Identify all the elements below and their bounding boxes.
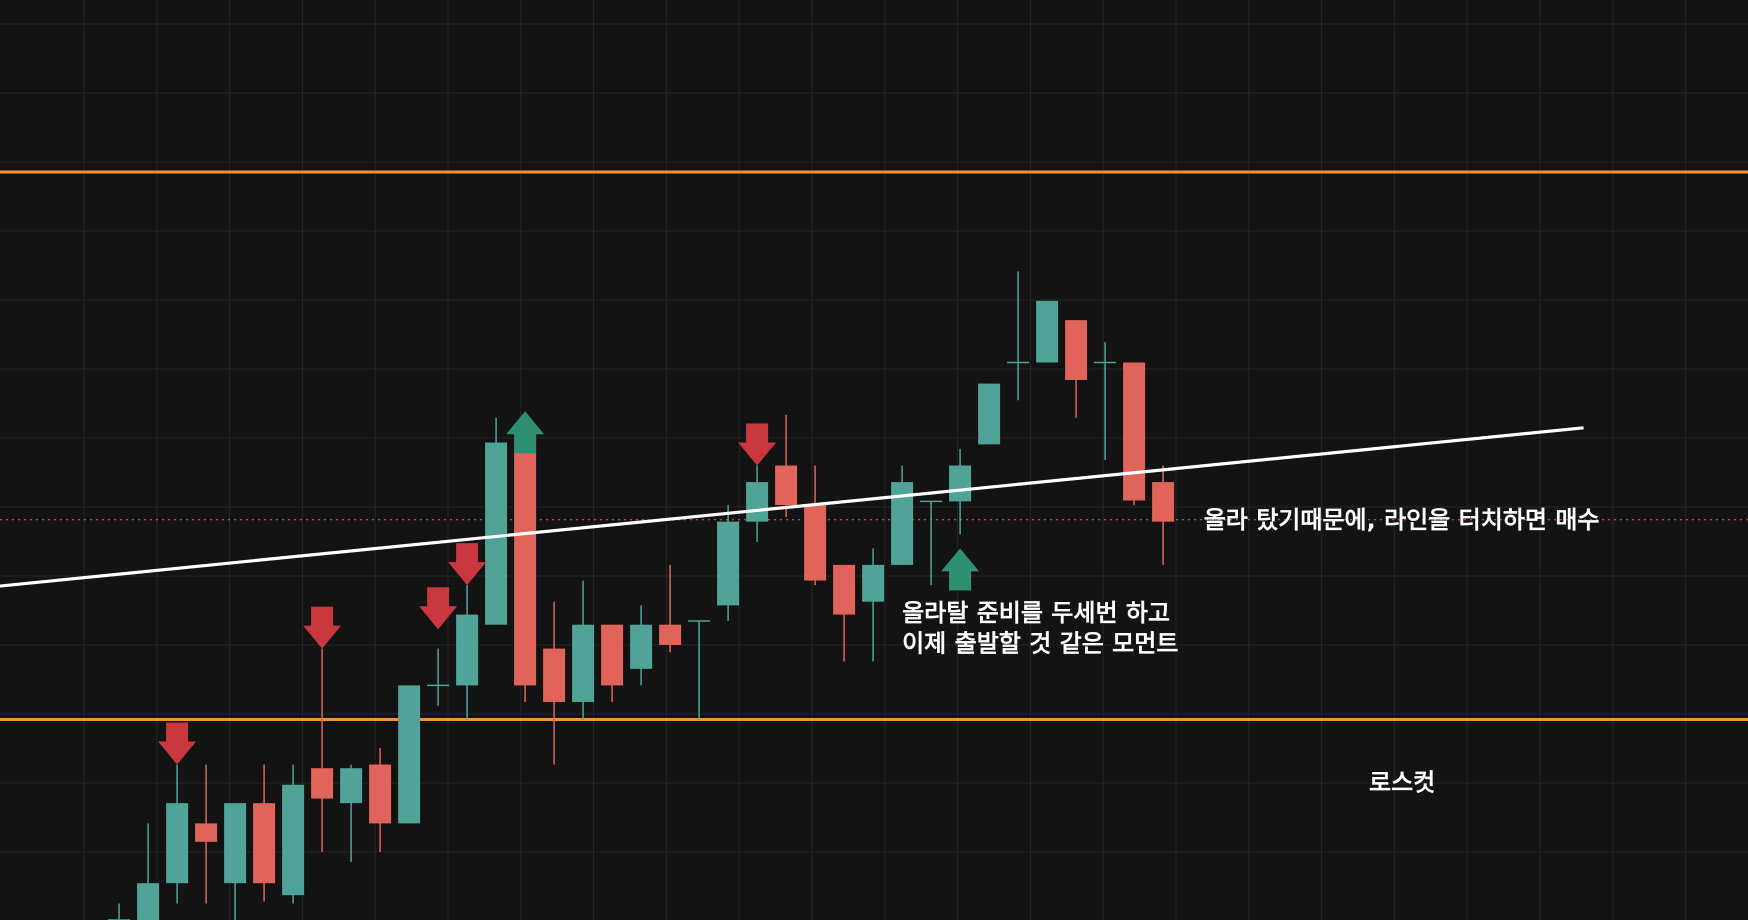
- candle-body: [456, 614, 479, 686]
- candle: [1065, 320, 1088, 418]
- candle: [891, 465, 914, 565]
- candle: [1007, 271, 1030, 401]
- trend-line-layer: [0, 426, 1584, 588]
- candle: [717, 505, 740, 621]
- candle-body: [775, 465, 798, 506]
- candle-body: [253, 803, 276, 884]
- candle: [862, 548, 885, 662]
- candle-body: [485, 442, 508, 625]
- candle-body: [369, 764, 392, 824]
- candle-body: [717, 521, 740, 606]
- sell-arrow-down-icon: [303, 606, 342, 649]
- candle-body: [862, 564, 885, 602]
- candle: [630, 605, 653, 686]
- candle: [1123, 362, 1146, 506]
- candle-body: [746, 482, 769, 522]
- candle: [978, 383, 1001, 445]
- candle-body: [282, 784, 305, 896]
- candle: [659, 564, 682, 653]
- candle-body: [833, 564, 856, 615]
- candle-body: [1065, 320, 1088, 380]
- candle-body: [601, 624, 624, 686]
- candle-body: [340, 768, 363, 804]
- sell-arrow-down-icon: [419, 587, 458, 630]
- trend-line: [0, 426, 1584, 588]
- candle: [195, 764, 218, 904]
- candle: [253, 764, 276, 902]
- candle-body: [1036, 300, 1059, 363]
- candle: [398, 685, 421, 824]
- candle: [775, 414, 798, 518]
- candle: [688, 620, 711, 720]
- annotations: 올라 탔기때문에, 라인을 터치하면 매수 올라탈 준비를 두세번 하고 이제 …: [902, 506, 1599, 796]
- candle-body: [166, 803, 189, 884]
- candle: [166, 764, 189, 904]
- candle: [456, 585, 479, 720]
- candle-body: [543, 648, 566, 702]
- candle: [601, 624, 624, 702]
- candle-body: [1152, 482, 1175, 522]
- candle: [311, 648, 334, 852]
- stop-loss-note: 로스컷: [1369, 768, 1435, 796]
- signal-markers: [158, 411, 980, 765]
- momentum-note-1: 올라탈 준비를 두세번 하고: [902, 599, 1170, 627]
- candle: [804, 465, 827, 586]
- candle-body: [195, 823, 218, 842]
- candle-body: [804, 505, 827, 581]
- candle: [224, 803, 247, 920]
- candle: [137, 823, 160, 920]
- candle: [833, 564, 856, 662]
- candle-body: [311, 768, 334, 799]
- sell-arrow-down-icon: [448, 543, 487, 586]
- candle-body: [1123, 362, 1146, 501]
- sell-arrow-down-icon: [738, 423, 777, 466]
- candle: [920, 500, 943, 586]
- candle-body: [891, 482, 914, 565]
- candle: [514, 434, 537, 702]
- buy-note: 올라 탔기때문에, 라인을 터치하면 매수: [1204, 506, 1600, 534]
- candle-body: [659, 624, 682, 645]
- candle: [427, 648, 450, 706]
- candle: [340, 764, 363, 863]
- candle: [108, 903, 131, 920]
- candle-body: [572, 624, 595, 702]
- candle-body: [137, 883, 160, 920]
- buy-arrow-up-icon: [941, 548, 980, 591]
- candle-body: [949, 465, 972, 502]
- candle: [1036, 300, 1059, 363]
- candle-body: [978, 383, 1001, 445]
- candle-body: [398, 685, 421, 824]
- candle: [1094, 342, 1117, 460]
- candle-body: [630, 624, 653, 669]
- candle: [543, 601, 566, 765]
- candle: [282, 764, 305, 904]
- candle: [369, 747, 392, 852]
- candle-body: [514, 444, 537, 686]
- candles: [108, 271, 1175, 920]
- candle: [485, 417, 508, 625]
- candle: [949, 448, 972, 535]
- horizontal-levels: [0, 170, 1748, 721]
- candle: [572, 580, 595, 720]
- candle-body: [224, 803, 247, 884]
- sell-arrow-down-icon: [158, 722, 197, 765]
- candle: [1152, 465, 1175, 565]
- buy-arrow-up-icon: [506, 411, 545, 454]
- momentum-note-2: 이제 출발할 것 같은 모먼트: [902, 629, 1178, 657]
